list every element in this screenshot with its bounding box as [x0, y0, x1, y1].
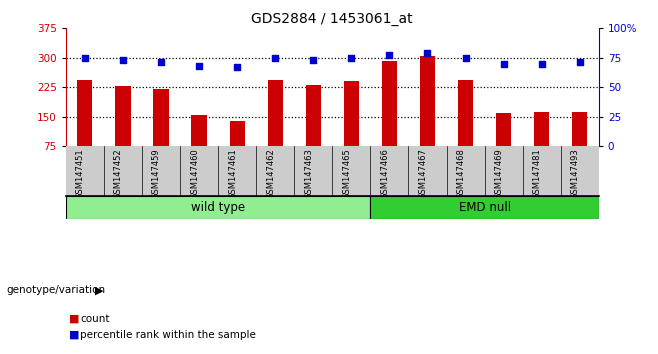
Text: ■: ■ — [69, 314, 80, 324]
Text: GSM147451: GSM147451 — [76, 148, 85, 199]
Bar — [458, 80, 473, 146]
Bar — [572, 112, 588, 146]
Point — [270, 55, 280, 61]
Point — [194, 63, 205, 69]
Text: wild type: wild type — [191, 201, 245, 215]
Text: GSM147481: GSM147481 — [533, 148, 542, 199]
Point — [346, 55, 357, 61]
Bar — [343, 81, 359, 146]
Text: EMD null: EMD null — [459, 201, 511, 215]
Bar — [77, 80, 92, 146]
Point — [384, 52, 395, 58]
Bar — [230, 121, 245, 146]
Bar — [268, 80, 283, 146]
Text: GSM147466: GSM147466 — [380, 148, 390, 199]
Title: GDS2884 / 1453061_at: GDS2884 / 1453061_at — [251, 12, 413, 26]
Bar — [496, 113, 511, 146]
Text: GSM147467: GSM147467 — [418, 148, 428, 199]
Bar — [191, 115, 207, 146]
Point — [460, 55, 470, 61]
Text: GSM147461: GSM147461 — [228, 148, 237, 199]
Text: GSM147462: GSM147462 — [266, 148, 275, 199]
Bar — [115, 86, 130, 146]
Text: GSM147460: GSM147460 — [190, 148, 199, 199]
Point — [156, 59, 166, 65]
Point — [574, 59, 585, 65]
Bar — [153, 90, 168, 146]
Bar — [382, 61, 397, 146]
Point — [308, 57, 318, 63]
Text: GSM147493: GSM147493 — [570, 148, 580, 199]
Point — [232, 64, 242, 70]
Text: GSM147452: GSM147452 — [114, 148, 123, 199]
Bar — [534, 112, 549, 146]
Bar — [66, 196, 370, 219]
Point — [80, 55, 90, 61]
Text: count: count — [80, 314, 110, 324]
Point — [498, 61, 509, 67]
Text: GSM147468: GSM147468 — [457, 148, 465, 199]
Text: ▶: ▶ — [95, 285, 104, 295]
Point — [118, 57, 128, 63]
Bar — [420, 56, 435, 146]
Text: percentile rank within the sample: percentile rank within the sample — [80, 330, 256, 339]
Bar — [305, 85, 321, 146]
Point — [422, 50, 433, 56]
Text: GSM147459: GSM147459 — [152, 148, 161, 199]
Text: GSM147465: GSM147465 — [342, 148, 351, 199]
Text: genotype/variation: genotype/variation — [7, 285, 106, 295]
Text: GSM147469: GSM147469 — [495, 148, 503, 199]
Bar — [370, 196, 599, 219]
Point — [536, 61, 547, 67]
Text: GSM147463: GSM147463 — [304, 148, 313, 199]
Text: ■: ■ — [69, 330, 80, 339]
